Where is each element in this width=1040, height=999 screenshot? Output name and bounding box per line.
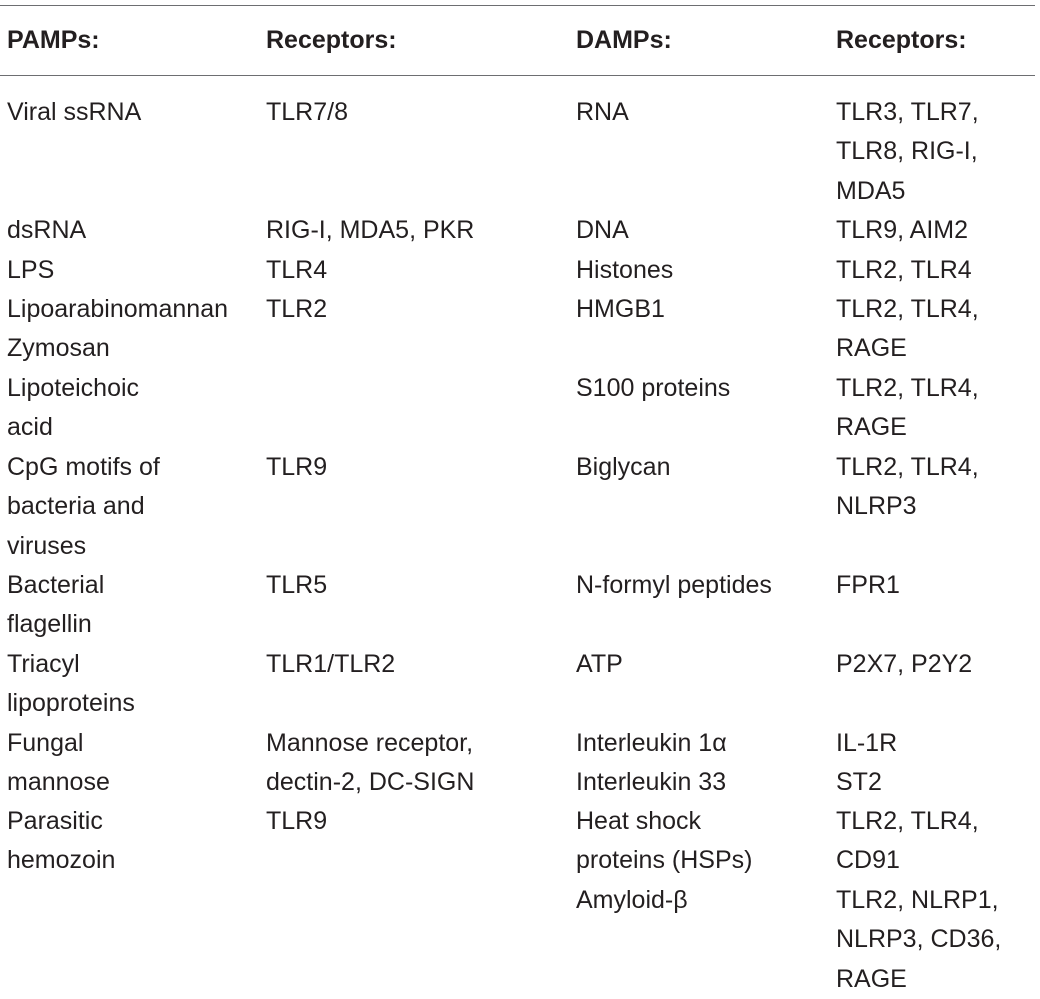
damp-cell: ATP (576, 650, 623, 678)
pamp-receptor-cell: TLR2 (266, 295, 328, 323)
damp-receptor-cell: TLR2, TLR4 (836, 256, 972, 284)
damp-cell: Histones (576, 256, 674, 284)
damp-receptor-cell: TLR9, AIM2 (836, 216, 968, 244)
pamp-cell: Lipoarabinomannan Zymosan (7, 295, 229, 363)
damp-receptor-cell: TLR2, TLR4, NLRP3 (836, 453, 979, 521)
damp-cell: Interleukin 1α (576, 729, 727, 757)
pamp-cell: Viral ssRNA (7, 98, 142, 126)
pamp-cell: Parasitic hemozoin (7, 807, 116, 875)
pamp-cell: Triacyl lipoproteins (7, 650, 135, 718)
damp-receptor-cell: ST2 (836, 768, 882, 796)
pamp-cell: dsRNA (7, 216, 87, 244)
damp-receptor-cell: IL-1R (836, 729, 898, 757)
pamp-cell: LPS (7, 256, 55, 284)
pamp-receptor-cell: Mannose receptor, dectin-2, DC-SIGN (266, 729, 475, 797)
damp-receptor-cell: TLR2, TLR4, RAGE (836, 295, 979, 363)
table-top-rule (0, 5, 1035, 6)
damp-cell: Heat shock proteins (HSPs) (576, 807, 753, 875)
damp-receptor-cell: P2X7, P2Y2 (836, 650, 973, 678)
pamp-cell: Bacterial flagellin (7, 571, 105, 639)
damp-receptor-cell: TLR2, TLR4, CD91 (836, 807, 979, 875)
header-damp-receptors: Receptors: (836, 26, 967, 54)
damp-receptor-cell: FPR1 (836, 571, 900, 599)
header-pamp-receptors: Receptors: (266, 26, 397, 54)
pamp-receptor-cell: TLR5 (266, 571, 328, 599)
table-header-rule (0, 75, 1035, 76)
damp-cell: DNA (576, 216, 629, 244)
header-damps: DAMPs: (576, 26, 672, 54)
pamp-cell: Fungal mannose (7, 729, 110, 797)
damp-receptor-cell: TLR2, NLRP1, NLRP3, CD36, RAGE (836, 886, 1002, 993)
damp-cell: Interleukin 33 (576, 768, 727, 796)
pamp-receptor-cell: RIG-I, MDA5, PKR (266, 216, 475, 244)
damp-receptor-cell: TLR2, TLR4, RAGE (836, 374, 979, 442)
pamp-cell: Lipoteichoic acid (7, 374, 140, 442)
pamp-receptor-cell: TLR4 (266, 256, 328, 284)
damp-cell: N-formyl peptides (576, 571, 772, 599)
pamp-receptor-cell: TLR9 (266, 807, 328, 835)
pamp-cell: CpG motifs of bacteria and viruses (7, 453, 160, 560)
damp-cell: HMGB1 (576, 295, 665, 323)
pamp-receptor-cell: TLR7/8 (266, 98, 348, 126)
header-pamps: PAMPs: (7, 26, 100, 54)
damp-cell: Amyloid-β (576, 886, 688, 914)
damp-receptor-cell: TLR3, TLR7, TLR8, RIG-I, MDA5 (836, 98, 979, 205)
pamp-receptor-cell: TLR1/TLR2 (266, 650, 396, 678)
damp-cell: S100 proteins (576, 374, 731, 402)
pamp-receptor-cell: TLR9 (266, 453, 328, 481)
damp-cell: RNA (576, 98, 629, 126)
damp-cell: Biglycan (576, 453, 671, 481)
